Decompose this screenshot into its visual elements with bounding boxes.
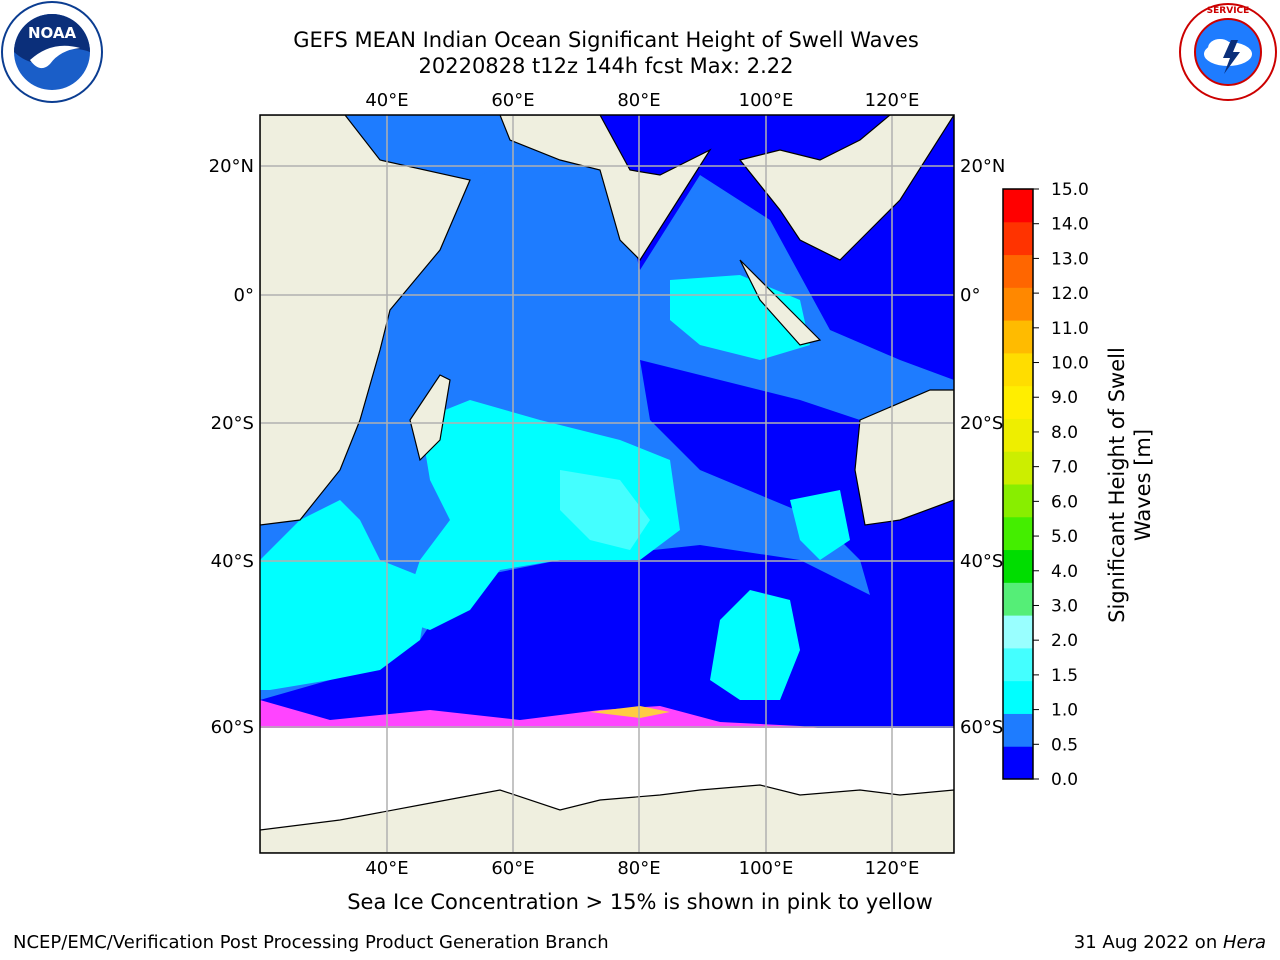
svg-text:SERVICE: SERVICE bbox=[1207, 6, 1250, 16]
colorbar-tick-label: 7.0 bbox=[1051, 458, 1078, 478]
colorbar-segment bbox=[1003, 713, 1033, 747]
lat-label: 20°N bbox=[960, 156, 1005, 177]
colorbar-segment bbox=[1003, 549, 1033, 583]
colorbar-tick-label: 1.5 bbox=[1051, 666, 1078, 686]
colorbar-tick-label: 11.0 bbox=[1051, 319, 1089, 339]
colorbar-tick-label: 13.0 bbox=[1051, 249, 1089, 269]
colorbar-segment bbox=[1003, 582, 1033, 616]
colorbar-segment bbox=[1003, 254, 1033, 288]
footer-credit: NCEP/EMC/Verification Post Processing Pr… bbox=[13, 932, 609, 953]
lon-label: 60°E bbox=[491, 90, 534, 111]
colorbar-tick-label: 9.0 bbox=[1051, 388, 1078, 408]
sea-ice-edge-yellow bbox=[590, 706, 670, 718]
lat-label: 0° bbox=[960, 285, 980, 306]
lon-label: 60°E bbox=[491, 858, 534, 879]
nws-logo-icon: SERVICE bbox=[1179, 3, 1277, 101]
svg-text:NOAA: NOAA bbox=[28, 24, 77, 42]
colorbar-label-line1: Significant Height of Swell bbox=[1105, 347, 1129, 623]
graticule bbox=[260, 115, 954, 853]
map-frame bbox=[259, 114, 955, 854]
swell-1-15-offaustralia bbox=[790, 490, 850, 560]
land-southeast-asia bbox=[738, 115, 954, 261]
lon-labels-bottom: 40°E 60°E 80°E 100°E 120°E bbox=[365, 858, 919, 879]
map-title: GEFS MEAN Indian Ocean Significant Heigh… bbox=[293, 28, 919, 52]
colorbar-tick-label: 2.0 bbox=[1051, 631, 1078, 651]
colorbar-tick-label: 12.0 bbox=[1051, 284, 1089, 304]
lon-label: 40°E bbox=[365, 858, 408, 879]
lon-label: 80°E bbox=[617, 858, 660, 879]
colorbar-segment bbox=[1003, 385, 1033, 419]
land-sumatra bbox=[739, 259, 822, 346]
colorbar-tick-label: 0.0 bbox=[1051, 770, 1078, 790]
colorbar-tick-label: 5.0 bbox=[1051, 527, 1078, 547]
colorbar-segment bbox=[1003, 516, 1033, 551]
colorbar-tick-label: 3.0 bbox=[1051, 596, 1078, 616]
colorbar-segment bbox=[1003, 680, 1033, 714]
lat-label: 0° bbox=[234, 285, 254, 306]
land-antarctica bbox=[260, 784, 954, 853]
swell-1-15-southeast bbox=[710, 590, 800, 700]
sea-ice-note: Sea Ice Concentration > 15% is shown in … bbox=[347, 890, 933, 914]
lon-label: 120°E bbox=[865, 858, 920, 879]
land-asia bbox=[499, 115, 712, 261]
lat-label: 40°S bbox=[211, 551, 254, 572]
lat-label: 20°S bbox=[211, 413, 254, 434]
colorbar-segment bbox=[1003, 189, 1033, 223]
colorbar: 15.0 14.0 13.0 12.0 11.0 10.0 9.0 8.0 7.0 6.0 5.0 4… bbox=[1002, 180, 1089, 790]
lon-labels-top: 40°E 60°E 80°E 100°E 120°E bbox=[365, 90, 919, 111]
lat-label: 60°S bbox=[211, 717, 254, 738]
colorbar-tick-label: 4.0 bbox=[1051, 562, 1078, 582]
colorbar-segment bbox=[1003, 615, 1033, 649]
lat-label: 60°S bbox=[960, 717, 1003, 738]
colorbar-tick-label: 10.0 bbox=[1051, 354, 1089, 374]
lat-labels-right: 20°N 0° 20°S 40°S 60°S bbox=[960, 156, 1005, 738]
colorbar-segment bbox=[1003, 287, 1033, 321]
footer-date-text: 31 Aug 2022 on bbox=[1073, 932, 1223, 953]
colorbar-tick-label: 0.5 bbox=[1051, 735, 1078, 755]
colorbar-segment bbox=[1003, 352, 1033, 387]
map-field bbox=[260, 115, 954, 853]
lat-label: 20°S bbox=[960, 413, 1003, 434]
lon-label: 80°E bbox=[617, 90, 660, 111]
footer-host: Hera bbox=[1222, 932, 1266, 953]
colorbar-segment bbox=[1003, 418, 1033, 452]
colorbar-segment bbox=[1003, 647, 1033, 682]
colorbar-frame bbox=[1002, 188, 1034, 780]
lon-label: 40°E bbox=[365, 90, 408, 111]
colorbar-tick-label: 15.0 bbox=[1051, 180, 1089, 200]
lon-label: 100°E bbox=[739, 90, 794, 111]
colorbar-label-line2: Waves [m] bbox=[1131, 429, 1155, 541]
colorbar-tick-label: 1.0 bbox=[1051, 701, 1078, 721]
colorbar-tick-label: 8.0 bbox=[1051, 423, 1078, 443]
map-subtitle: 20220828 t12z 144h fcst Max: 2.22 bbox=[418, 54, 794, 78]
lat-labels-left: 20°N 0° 20°S 40°S 60°S bbox=[209, 156, 254, 738]
land-madagascar bbox=[409, 374, 451, 462]
colorbar-segment bbox=[1003, 451, 1033, 485]
footer-date: 31 Aug 2022 on Hera bbox=[1074, 932, 1266, 953]
colorbar-segment bbox=[1003, 746, 1033, 780]
colorbar-segment bbox=[1003, 484, 1033, 518]
colorbar-tick-label: 6.0 bbox=[1051, 492, 1078, 512]
lon-label: 100°E bbox=[739, 858, 794, 879]
lat-label: 40°S bbox=[960, 551, 1003, 572]
swell-1-15-central bbox=[400, 400, 680, 630]
colorbar-segment bbox=[1003, 221, 1033, 256]
swell-15-2-core bbox=[560, 470, 650, 550]
colorbar-tick-label: 14.0 bbox=[1051, 215, 1089, 235]
noaa-logo-icon: NOAA bbox=[1, 1, 103, 103]
colorbar-segment bbox=[1003, 320, 1033, 354]
lat-label: 20°N bbox=[209, 156, 254, 177]
lon-label: 120°E bbox=[865, 90, 920, 111]
